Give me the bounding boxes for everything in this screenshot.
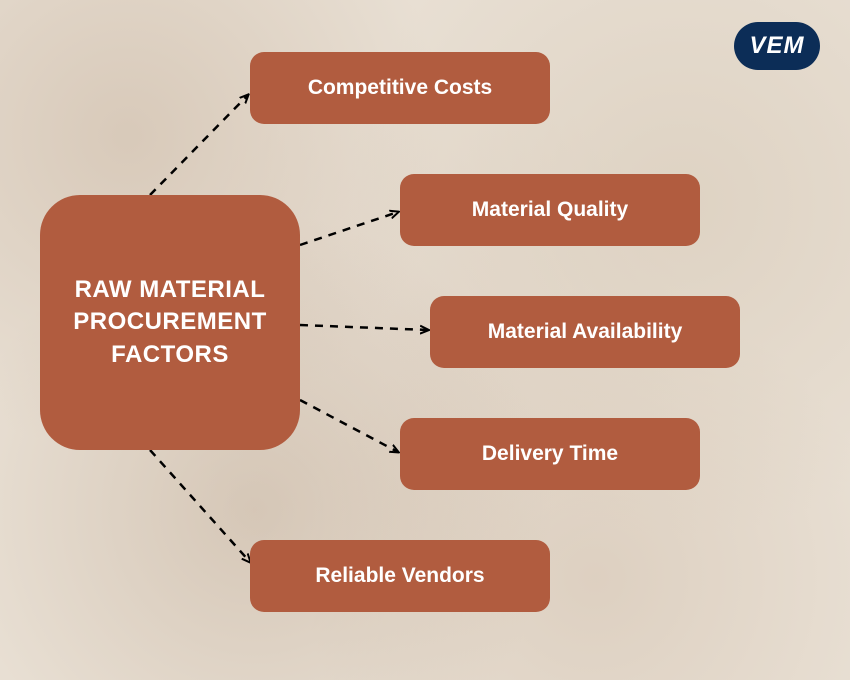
brand-logo: VEM <box>734 22 820 70</box>
brand-logo-text: VEM <box>749 32 804 60</box>
factor-node-label: Material Availability <box>488 320 683 344</box>
factor-node-label: Reliable Vendors <box>315 564 484 588</box>
edge-arrow <box>300 325 428 330</box>
edge-arrow <box>150 450 250 562</box>
central-node: RAW MATERIAL PROCUREMENT FACTORS <box>40 195 300 450</box>
edge-arrow <box>300 212 398 245</box>
factor-node-f5: Reliable Vendors <box>250 540 550 612</box>
factor-node-label: Material Quality <box>472 198 628 222</box>
factor-node-f3: Material Availability <box>430 296 740 368</box>
edge-arrow <box>300 400 398 452</box>
central-node-label: RAW MATERIAL PROCUREMENT FACTORS <box>60 274 280 371</box>
factor-node-label: Delivery Time <box>482 442 618 466</box>
factor-node-f1: Competitive Costs <box>250 52 550 124</box>
edge-arrow <box>150 95 248 195</box>
factor-node-f2: Material Quality <box>400 174 700 246</box>
factor-node-label: Competitive Costs <box>308 76 492 100</box>
factor-node-f4: Delivery Time <box>400 418 700 490</box>
